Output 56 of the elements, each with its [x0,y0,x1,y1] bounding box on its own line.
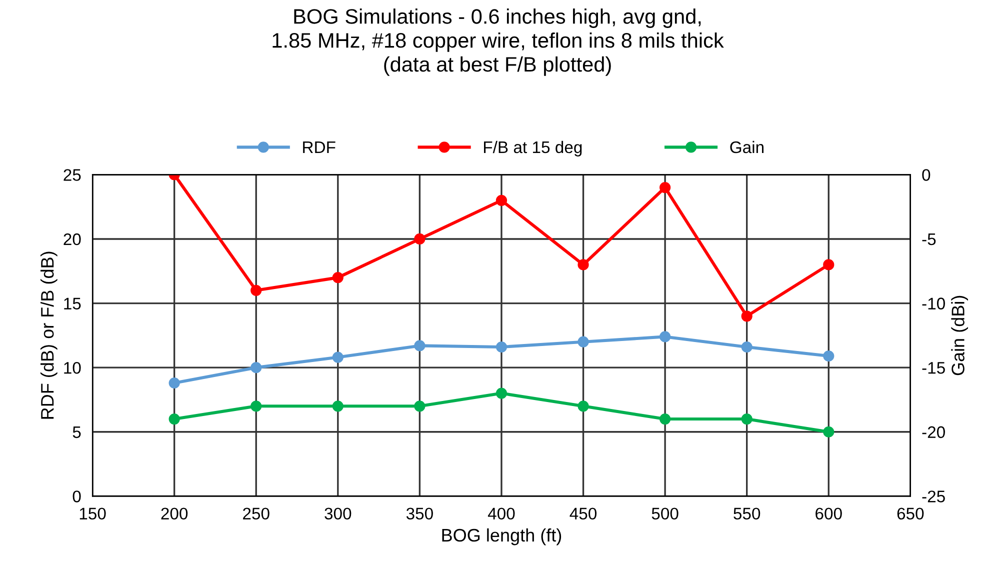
point [741,413,752,425]
y2-tick-label: -15 [922,362,945,374]
point [332,272,344,284]
x-tick-label: 400 [488,508,515,520]
point [660,182,671,194]
point [823,350,834,362]
point [250,362,262,374]
y2-axis-title: Gain (dBi) [951,296,968,376]
point [332,400,344,412]
x-tick-label: 300 [324,508,352,520]
x-axis-title: BOG length (ft) [442,528,562,546]
legend-label: RDF [303,142,336,154]
point [332,352,344,363]
y-tick-label: 20 [64,233,81,246]
point [496,341,508,353]
x-tick-label: 500 [652,508,678,520]
x-tick-label: 200 [161,508,188,520]
point [660,331,671,342]
point [414,340,426,352]
point [414,400,426,412]
y2-tick-label: -5 [922,234,936,246]
point [823,426,834,438]
point [741,310,752,322]
x-tick-label: 250 [243,508,270,520]
y-tick-label: 5 [72,426,81,438]
x-tick-label: 450 [570,508,597,520]
point [578,259,589,270]
x-tick-label: 350 [406,508,433,520]
legend-label: Gain [730,140,764,154]
point [823,259,834,270]
point [496,194,508,206]
y2-tick-label: -10 [922,298,945,310]
point [496,388,508,399]
point [660,413,671,425]
x-tick-label: 650 [897,508,924,520]
y-tick-label: 25 [64,169,81,181]
point [741,341,752,353]
y-tick-label: 10 [64,362,81,374]
chart-title: BOG Simulations - 0.6 inches high, avg gnd, 1.85 MHz, #18 copper wire, teflon ins 8 mils thick (data at best F/B plotted) [272,8,724,76]
point [578,336,589,348]
y2-tick-label: 0 [922,169,930,181]
point [250,284,262,296]
point [168,413,180,425]
point [414,233,426,245]
x-tick-label: 150 [80,508,106,520]
y-tick-label: 15 [64,298,81,310]
point [578,400,589,412]
point [168,377,180,389]
y2-tick-label: -25 [922,490,945,502]
point [250,400,262,412]
y-axis-title: RDF (dB) or F/B (dB) [40,252,58,419]
x-tick-label: 600 [816,508,842,520]
x-tick-label: 550 [734,508,760,520]
legend-label: F/B at 15 deg [484,140,582,156]
y-tick-label: 0 [72,490,81,502]
y2-tick-label: -20 [922,426,945,438]
